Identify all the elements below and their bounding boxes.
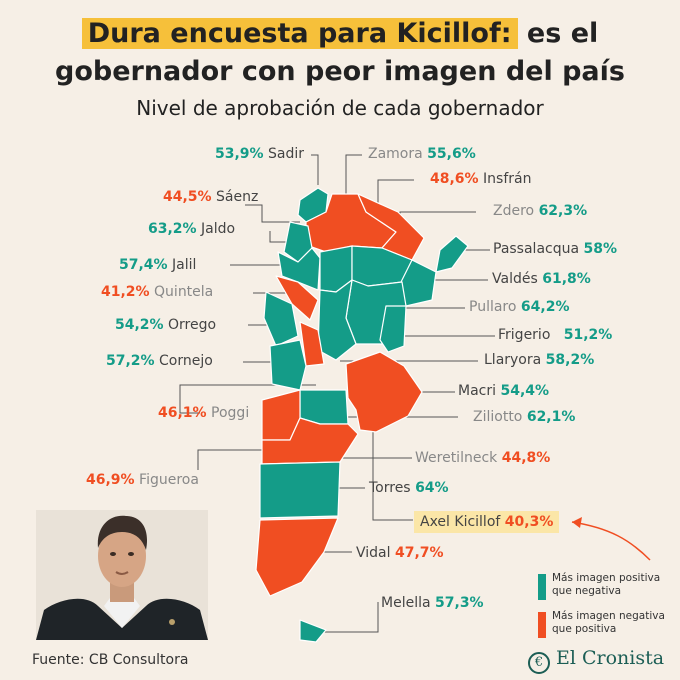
cronista-logo-icon: € xyxy=(528,652,550,674)
label-torres: Torres 64% xyxy=(369,480,449,496)
legend-positive: Más imagen positiva que negativa xyxy=(538,572,660,600)
headline-line-2: gobernador con peor imagen del país xyxy=(55,56,625,87)
leader-kicillof xyxy=(372,420,413,521)
label-llaryora: Llaryora 58,2% xyxy=(484,352,595,368)
province-buenosaires xyxy=(345,351,423,433)
label-sadir: 53,9% Sadir xyxy=(215,146,305,162)
province-larioja xyxy=(275,275,319,321)
label-valdes: Valdés 61,8% xyxy=(492,271,591,287)
leader-zamora xyxy=(345,154,362,195)
label-kicillof: Axel Kicillof 40,3% xyxy=(414,511,560,533)
label-jaldo: 63,2% Jaldo xyxy=(148,221,236,237)
province-tierradelfuego xyxy=(299,619,327,643)
leader-figueroa xyxy=(197,449,280,470)
label-ziliotto: Ziliotto 62,1% xyxy=(473,409,576,425)
province-santacruz xyxy=(255,517,339,597)
label-cornejo: 57,2% Cornejo xyxy=(106,353,213,369)
portrait-image xyxy=(36,510,208,640)
headline-highlight: Dura encuesta para Kicillof: xyxy=(81,18,518,49)
label-saenz: 44,5% Sáenz xyxy=(163,189,259,205)
province-sanluis xyxy=(299,321,325,367)
label-frigerio: Frigerio 51,2% xyxy=(498,327,613,343)
label-zdero: Zdero 62,3% xyxy=(493,203,588,219)
label-jalil: 57,4% Jalil xyxy=(119,257,197,273)
source-footer: Fuente: CB Consultora xyxy=(32,652,189,668)
label-zamora: Zamora 55,6% xyxy=(368,146,476,162)
leader-sadir xyxy=(311,154,319,185)
label-figueroa: 46,9% Figueroa xyxy=(86,472,199,488)
legend-negative-swatch xyxy=(538,612,546,638)
province-lapampa xyxy=(299,389,349,425)
province-corrientes xyxy=(399,259,437,307)
brand-logo: € El Cronista xyxy=(528,647,664,674)
label-macri: Macri 54,4% xyxy=(458,383,550,399)
leader-saenz xyxy=(245,204,300,223)
label-poggi: 46,1% Poggi xyxy=(158,405,250,421)
legend-positive-swatch xyxy=(538,574,546,600)
label-pullaro: Pullaro 64,2% xyxy=(469,299,570,315)
subtitle: Nivel de aprobación de cada gobernador xyxy=(136,96,544,120)
province-misiones xyxy=(435,235,469,273)
kicillof-portrait xyxy=(36,510,208,640)
headline-line-1: Dura encuesta para Kicillof: es el xyxy=(0,16,680,52)
province-chubut xyxy=(259,461,341,519)
province-catamarca xyxy=(277,247,321,291)
province-rionegro xyxy=(261,417,359,465)
label-vidal: Vidal 47,7% xyxy=(356,545,444,561)
arrow-head-icon xyxy=(572,517,582,528)
leader-melella xyxy=(310,602,379,633)
legend-negative: Más imagen negativa que positiva xyxy=(538,610,665,638)
label-weretilneck: Weretilneck 44,8% xyxy=(415,450,551,466)
label-melella: Melella 57,3% xyxy=(381,595,484,611)
label-quintela: 41,2% Quintela xyxy=(101,284,214,300)
leader-poggi xyxy=(179,384,316,414)
province-entrerios xyxy=(379,305,407,353)
label-insfran: 48,6% Insfrán xyxy=(430,171,532,187)
province-mendoza xyxy=(269,339,307,391)
kicillof-arrow xyxy=(571,521,651,561)
label-orrego: 54,2% Orrego xyxy=(115,317,217,333)
province-sanjuan xyxy=(263,291,299,347)
headline-rest: es el xyxy=(526,18,599,49)
label-passalacqua: Passalacqua 58% xyxy=(493,241,618,257)
